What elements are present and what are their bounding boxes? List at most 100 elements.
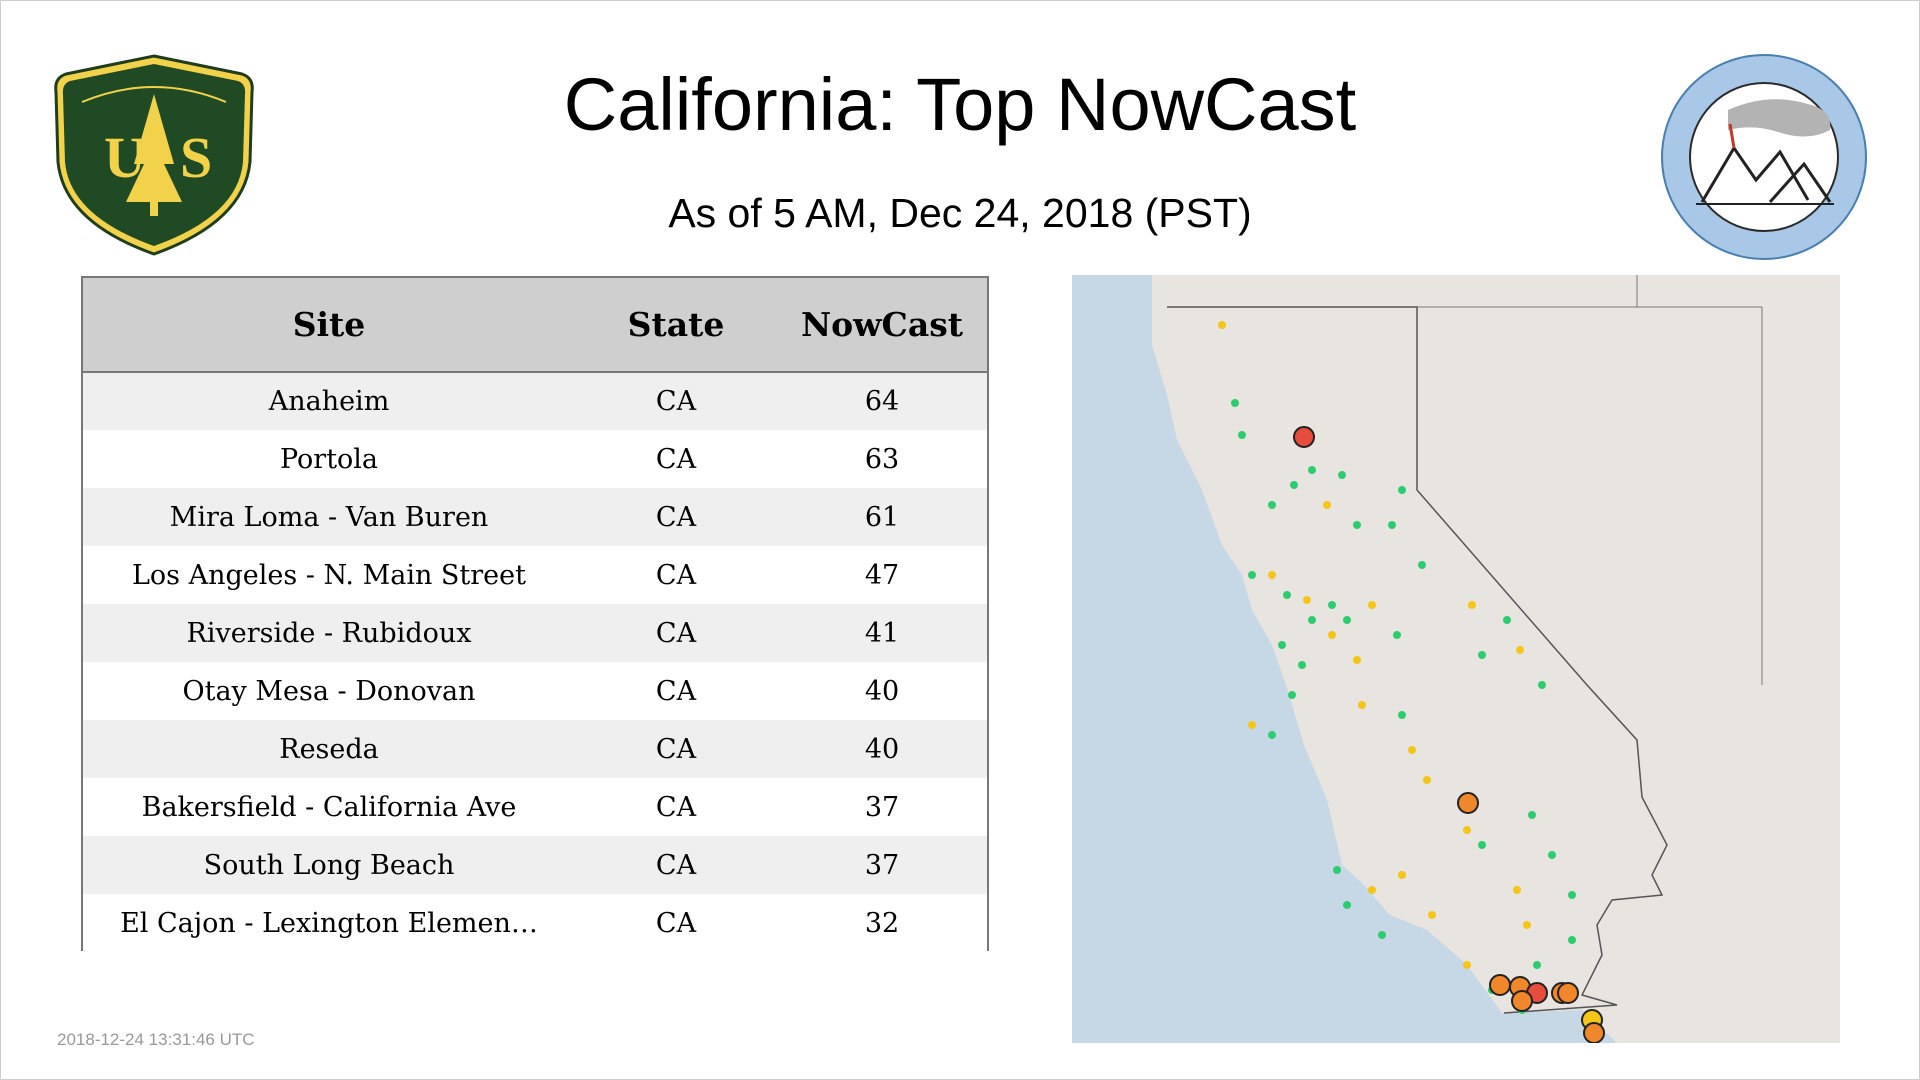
cell-nowcast: 40: [864, 733, 900, 765]
table-row: Reseda CA 40: [83, 720, 987, 778]
monitor-marker: [1528, 811, 1536, 819]
table-header-row: Site State NowCast: [83, 278, 987, 372]
monitor-marker: [1288, 691, 1296, 699]
monitor-marker: [1388, 521, 1396, 529]
table-row: Mira Loma - Van Buren CA 61: [83, 488, 987, 546]
monitor-marker: [1548, 851, 1556, 859]
monitor-marker: [1338, 471, 1346, 479]
cell-site: Bakersfield - California Ave: [141, 791, 517, 823]
monitor-marker: [1343, 616, 1351, 624]
cell-nowcast: 37: [864, 849, 900, 881]
table-row: Riverside - Rubidoux CA 41: [83, 604, 987, 662]
wildland-fire-logo: [1658, 52, 1870, 262]
monitor-marker-large: [1583, 1022, 1605, 1043]
monitor-marker: [1468, 601, 1476, 609]
cell-state: CA: [655, 733, 697, 765]
monitor-marker: [1358, 701, 1366, 709]
monitor-marker-large: [1489, 974, 1511, 996]
cell-nowcast: 64: [864, 386, 900, 417]
monitor-marker: [1283, 591, 1291, 599]
cell-nowcast: 37: [864, 791, 900, 823]
table-row: South Long Beach CA 37: [83, 836, 987, 894]
monitor-marker: [1463, 826, 1471, 834]
cell-state: CA: [655, 675, 697, 707]
cell-nowcast: 40: [864, 675, 900, 707]
monitor-marker: [1398, 711, 1406, 719]
cell-nowcast: 32: [864, 907, 900, 939]
monitor-marker: [1503, 616, 1511, 624]
monitor-marker: [1218, 321, 1226, 329]
column-header-nowcast: NowCast: [800, 305, 964, 344]
monitor-marker: [1353, 521, 1361, 529]
monitor-marker-large: [1457, 792, 1479, 814]
monitor-marker: [1278, 641, 1286, 649]
page-subtitle: As of 5 AM, Dec 24, 2018 (PST): [668, 190, 1252, 236]
monitor-marker: [1516, 646, 1524, 654]
monitor-marker: [1238, 431, 1246, 439]
column-header-site: Site: [292, 305, 366, 344]
cell-state: CA: [655, 443, 697, 475]
monitor-marker-large: [1511, 990, 1533, 1012]
map-state-borders: [1167, 306, 1668, 1014]
svg-text:U: U: [104, 125, 146, 190]
monitor-marker: [1298, 661, 1306, 669]
monitor-marker: [1290, 481, 1298, 489]
monitor-marker: [1248, 571, 1256, 579]
monitor-marker: [1568, 936, 1576, 944]
monitor-marker: [1533, 961, 1541, 969]
cell-site: Anaheim: [268, 386, 390, 417]
cell-site: Portola: [279, 443, 379, 475]
nowcast-table: Site State NowCast Anaheim CA 64 Portola CA 6…: [81, 276, 989, 952]
cell-site: Mira Loma - Van Buren: [169, 501, 489, 533]
monitor-marker: [1478, 841, 1486, 849]
monitor-marker: [1463, 961, 1471, 969]
cell-site: Otay Mesa - Donovan: [182, 675, 476, 707]
monitor-marker: [1393, 631, 1401, 639]
cell-site: Riverside - Rubidoux: [186, 617, 472, 649]
monitor-marker: [1268, 571, 1276, 579]
monitor-marker: [1353, 656, 1361, 664]
monitor-marker: [1408, 746, 1416, 754]
monitor-marker: [1231, 399, 1239, 407]
monitor-marker: [1513, 886, 1521, 894]
monitor-marker: [1308, 466, 1316, 474]
cell-state: CA: [655, 501, 697, 533]
generated-timestamp: 2018-12-24 13:31:46 UTC: [57, 1030, 255, 1049]
usfs-shield-logo: U S: [52, 52, 256, 258]
cell-site: Los Angeles - N. Main Street: [131, 559, 526, 591]
cell-nowcast: 61: [864, 501, 900, 533]
california-aqi-map: [1072, 275, 1840, 1043]
monitor-marker-large: [1557, 982, 1579, 1004]
cell-nowcast: 63: [864, 443, 900, 475]
monitor-marker: [1378, 931, 1386, 939]
table-row: Los Angeles - N. Main Street CA 47: [83, 546, 987, 604]
monitor-marker: [1423, 776, 1431, 784]
svg-text:S: S: [180, 125, 212, 190]
monitor-marker: [1568, 891, 1576, 899]
monitor-marker: [1303, 596, 1311, 604]
monitor-marker: [1523, 921, 1531, 929]
monitor-marker: [1268, 501, 1276, 509]
monitor-marker: [1428, 911, 1436, 919]
cell-site: Reseda: [279, 733, 379, 765]
cell-state: CA: [655, 849, 697, 881]
monitor-marker: [1398, 871, 1406, 879]
cell-state: CA: [655, 791, 697, 823]
table-row: Otay Mesa - Donovan CA 40: [83, 662, 987, 720]
cell-state: CA: [655, 386, 697, 417]
monitor-marker: [1398, 486, 1406, 494]
table-row: El Cajon - Lexington Elemen… CA 32: [83, 894, 987, 952]
cell-nowcast: 41: [864, 617, 900, 649]
monitor-marker: [1418, 561, 1426, 569]
column-header-state: State: [627, 305, 725, 344]
monitor-marker: [1368, 601, 1376, 609]
monitor-marker: [1328, 631, 1336, 639]
monitor-marker: [1323, 501, 1331, 509]
cell-nowcast: 47: [864, 559, 900, 591]
cell-site: South Long Beach: [203, 849, 455, 881]
table-row: Bakersfield - California Ave CA 37: [83, 778, 987, 836]
table-row: Portola CA 63: [83, 430, 987, 488]
map-land: [1152, 275, 1840, 1043]
monitor-marker: [1333, 866, 1341, 874]
monitor-marker: [1478, 651, 1486, 659]
